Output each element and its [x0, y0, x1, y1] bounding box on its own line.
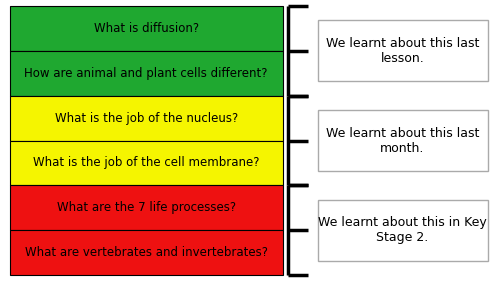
FancyBboxPatch shape	[10, 6, 282, 51]
FancyBboxPatch shape	[318, 20, 488, 81]
FancyBboxPatch shape	[10, 230, 282, 275]
Text: We learnt about this in Key
Stage 2.: We learnt about this in Key Stage 2.	[318, 216, 487, 244]
FancyBboxPatch shape	[10, 96, 282, 140]
Text: What is diffusion?: What is diffusion?	[94, 22, 199, 35]
FancyBboxPatch shape	[318, 110, 488, 171]
FancyBboxPatch shape	[10, 140, 282, 185]
Text: What is the job of the cell membrane?: What is the job of the cell membrane?	[33, 157, 260, 169]
Text: We learnt about this last
month.: We learnt about this last month.	[326, 126, 479, 155]
Text: We learnt about this last
lesson.: We learnt about this last lesson.	[326, 37, 479, 65]
Text: What are vertebrates and invertebrates?: What are vertebrates and invertebrates?	[25, 246, 268, 259]
Text: How are animal and plant cells different?: How are animal and plant cells different…	[24, 67, 268, 80]
Text: What are the 7 life processes?: What are the 7 life processes?	[56, 201, 236, 214]
FancyBboxPatch shape	[10, 185, 282, 230]
FancyBboxPatch shape	[318, 200, 488, 261]
FancyBboxPatch shape	[10, 51, 282, 96]
Text: What is the job of the nucleus?: What is the job of the nucleus?	[54, 112, 238, 124]
